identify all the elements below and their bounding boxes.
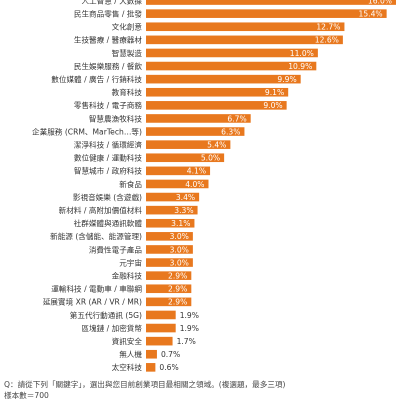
value-label: 16.0% [368, 0, 392, 5]
bar [146, 87, 289, 97]
bar [146, 48, 318, 58]
bar [146, 0, 396, 5]
category-label: 第五代行動通訊 (5G) [70, 310, 142, 320]
bar [146, 245, 193, 254]
category-label: 影視音娛樂 (含遊戲) [73, 192, 142, 202]
survey-question: Q：請從下列「關鍵字」，選出與您目前創業項目最相關之領域。(複選題，最多三項) [4, 380, 286, 389]
value-label: 2.9% [168, 298, 187, 307]
category-label: 文化創意 [112, 22, 143, 32]
category-label: 數位媒體 / 廣告 / 行銷科技 [51, 74, 142, 84]
bar [146, 22, 345, 32]
bar [146, 35, 343, 45]
category-label: 資訊安全 [112, 336, 143, 346]
value-label: 15.4% [359, 9, 383, 18]
category-label: 企業服務 (CRM、MarTech…等) [32, 126, 142, 136]
category-label: 無人機 [119, 349, 142, 359]
category-label: 生技醫療 / 醫療器材 [74, 35, 143, 45]
bar [146, 166, 211, 176]
bar [146, 297, 192, 307]
bar [146, 179, 209, 189]
category-label: 智慧製造 [112, 48, 143, 58]
category-label: 新食品 [119, 179, 142, 189]
sample-size: 樣本數＝700 [4, 391, 49, 400]
bar [146, 258, 193, 267]
bar [146, 114, 251, 123]
value-label: 2.9% [168, 285, 187, 294]
value-label: 3.3% [174, 206, 193, 215]
bar [146, 271, 192, 280]
category-label: 太空科技 [112, 362, 143, 372]
value-label: 12.7% [316, 23, 340, 32]
value-label: 3.0% [170, 232, 189, 241]
bar [146, 127, 245, 136]
bar [146, 336, 173, 346]
bar [146, 218, 195, 228]
category-label: 零售科技 / 電子商務 [74, 100, 143, 110]
category-label: 智慧城市 / 政府科技 [74, 166, 143, 176]
category-label: 數位健康 / 運動科技 [74, 153, 143, 163]
bar [146, 363, 156, 372]
value-label: 3.1% [171, 219, 190, 228]
category-label: 社群媒體與通訊軟體 [74, 218, 143, 228]
category-label: 區塊鏈 / 加密貨幣 [81, 323, 142, 333]
value-label: 9.1% [265, 88, 284, 97]
bar [146, 140, 231, 149]
category-label: 民生娛樂服務 / 餐飲 [74, 61, 143, 71]
bar-chart: 人工智慧 / 大數據 16.0% 民生商品零售 / 批發 15.4% 文化創意 12.7%… [32, 0, 396, 372]
bar [146, 9, 387, 18]
value-label: 0.7% [161, 350, 180, 359]
value-label: 11.0% [290, 49, 314, 58]
bar [146, 323, 176, 333]
bar [146, 284, 192, 294]
value-label: 4.0% [185, 180, 204, 189]
value-label: 10.9% [288, 62, 312, 71]
bar [146, 192, 200, 202]
bar [146, 349, 157, 359]
value-label: 0.6% [159, 363, 178, 372]
bar [146, 153, 225, 163]
category-label: 潔淨科技 / 循環經濟 [74, 139, 143, 149]
footnote: Q：請從下列「關鍵字」，選出與您目前創業項目最相關之領域。(複選題，最多三項) … [4, 379, 285, 401]
category-label: 消費性電子產品 [89, 244, 143, 254]
value-label: 1.9% [180, 324, 199, 333]
value-label: 12.6% [315, 36, 339, 45]
category-label: 運輸科技 / 電動車 / 車聯網 [51, 284, 142, 294]
value-label: 2.9% [168, 271, 187, 280]
category-label: 延展實境 XR (AR / VR / MR) [43, 297, 142, 307]
value-label: 1.9% [180, 311, 199, 320]
value-label: 9.9% [277, 75, 296, 84]
value-label: 6.3% [221, 127, 240, 136]
value-label: 5.4% [207, 140, 226, 149]
value-label: 9.0% [263, 101, 282, 110]
bar [146, 101, 287, 110]
bar [146, 61, 317, 71]
value-label: 3.4% [176, 193, 195, 202]
bar [146, 310, 176, 320]
bar [146, 74, 301, 84]
value-label: 3.0% [170, 258, 189, 267]
bar [146, 232, 193, 241]
bar [146, 205, 198, 215]
category-label: 金融科技 [112, 270, 143, 280]
category-label: 人工智慧 / 大數據 [81, 0, 142, 5]
value-label: 6.7% [227, 114, 246, 123]
category-label: 教育科技 [112, 87, 143, 97]
category-label: 新材料 / 高附加價值材料 [59, 205, 143, 215]
value-label: 1.7% [177, 337, 196, 346]
category-label: 智慧農漁牧科技 [89, 113, 143, 123]
category-label: 新能源 (含儲能、能源管理) [50, 231, 142, 241]
category-label: 民生商品零售 / 批發 [74, 8, 143, 18]
category-label: 元宇宙 [119, 257, 142, 267]
value-label: 3.0% [170, 245, 189, 254]
value-label: 4.1% [187, 167, 206, 176]
value-label: 5.0% [201, 154, 220, 163]
